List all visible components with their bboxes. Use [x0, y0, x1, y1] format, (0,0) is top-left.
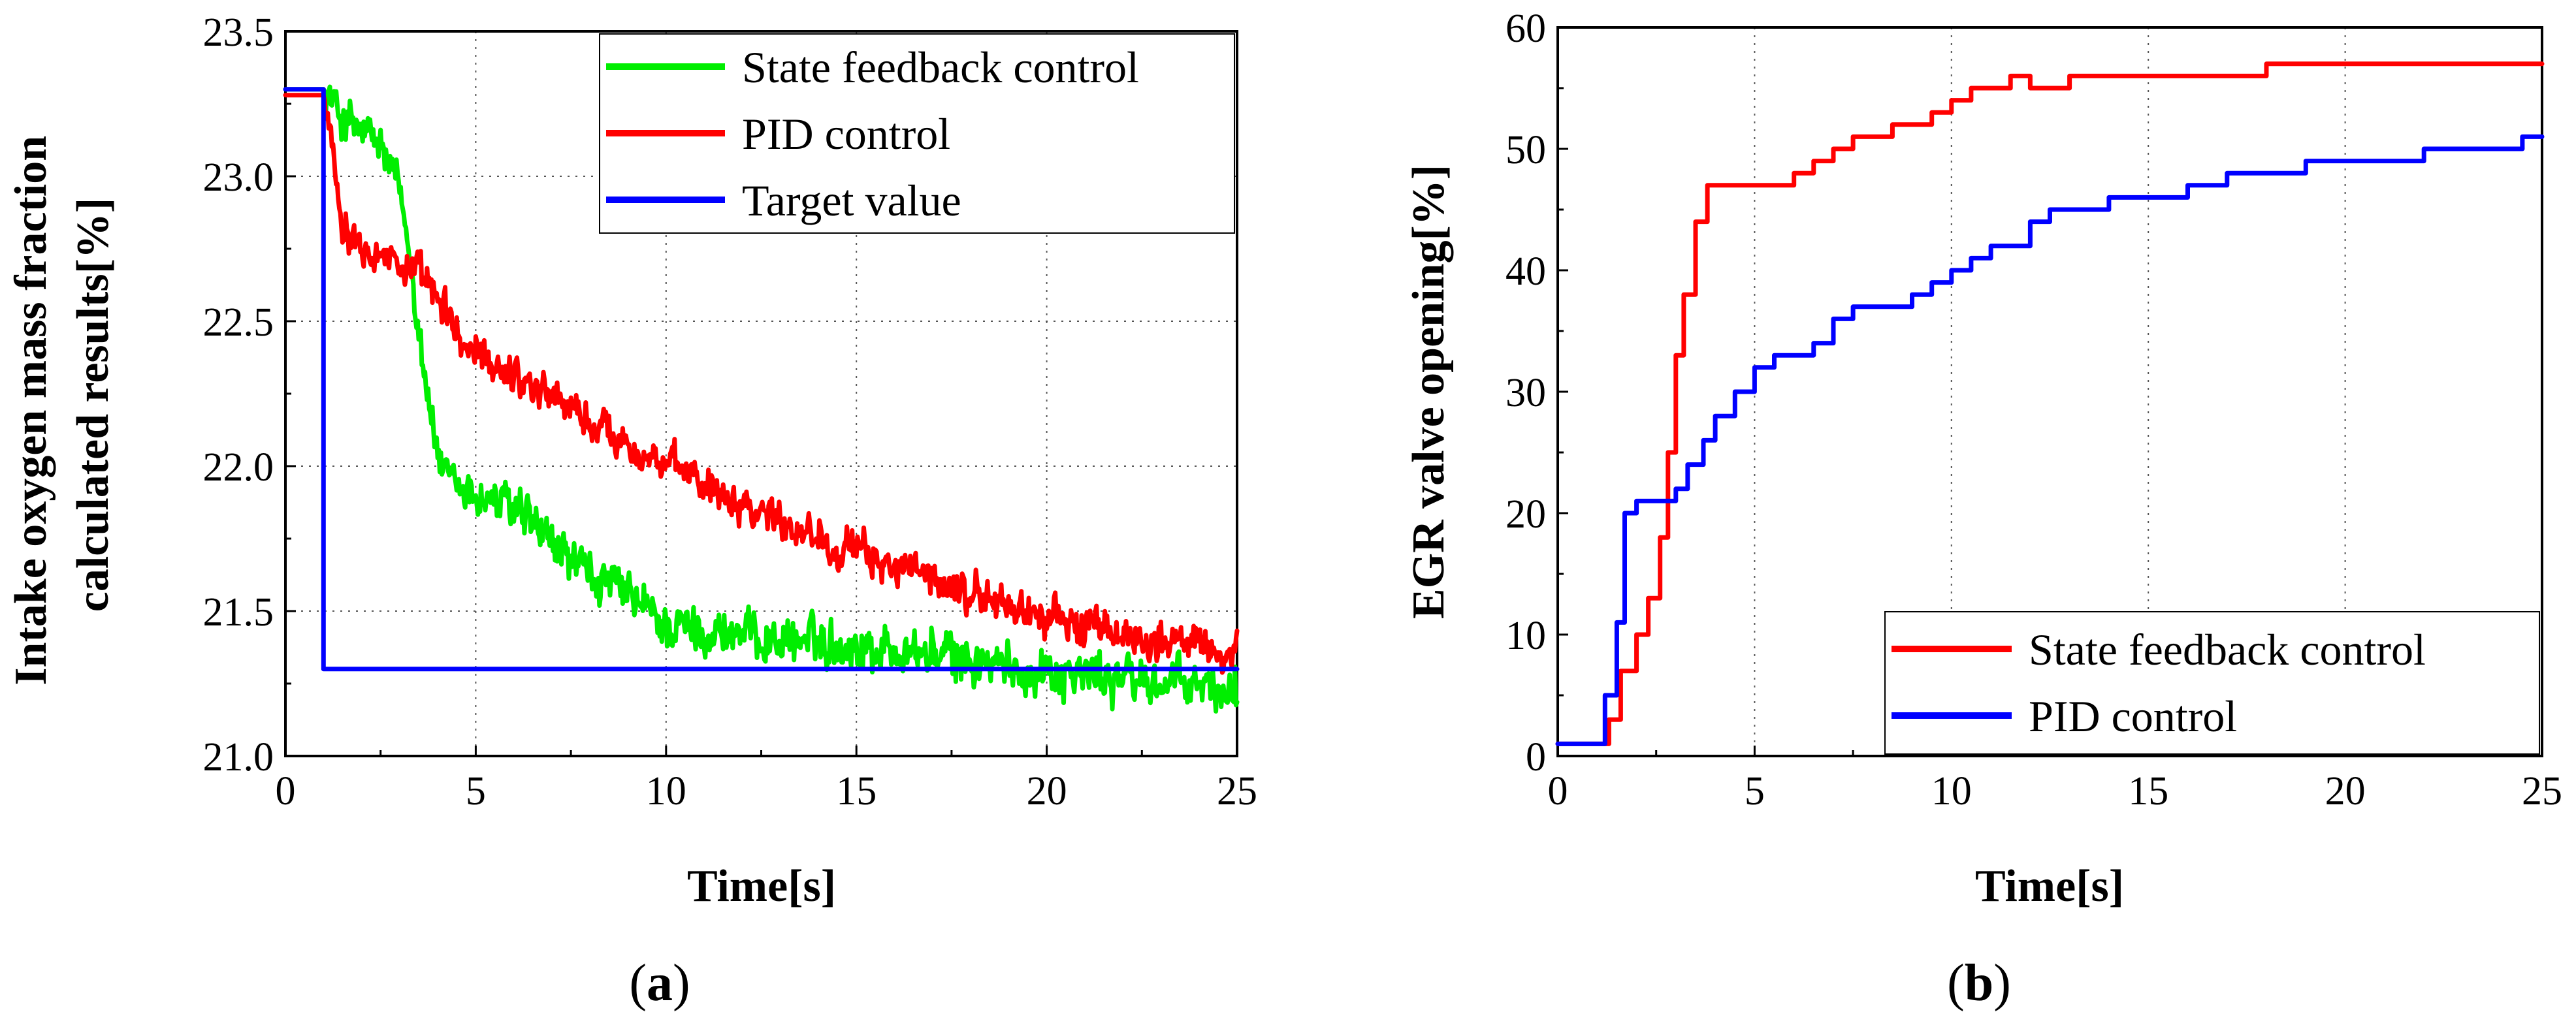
chart-panel-b: 0 5 10 15 20 25 0 10 20 30 40 50 60 State feedback c… — [1404, 7, 2562, 1012]
panel-label-a-letter: a — [647, 954, 673, 1012]
y-tick-label-b-3: 30 — [1505, 371, 1546, 415]
panel-label-b: (b) — [1947, 954, 2011, 1012]
y-tick-label-a-0: 21.0 — [203, 735, 274, 780]
legend-a-label-1: PID control — [742, 109, 950, 159]
legend-a-label-0: State feedback control — [742, 42, 1139, 92]
x-tick-label-a-1: 5 — [466, 769, 486, 813]
panel-label-a-open: ( — [629, 954, 647, 1012]
axis-ticks-b: 0 5 10 15 20 25 0 10 20 30 40 50 60 — [1505, 7, 2562, 813]
series-lines-b — [1555, 61, 2545, 746]
y-tick-label-a-4: 23.0 — [203, 155, 274, 200]
x-tick-label-a-2: 10 — [646, 769, 686, 813]
series-line-b-0 — [1555, 61, 2545, 746]
y-tick-label-a-5: 23.5 — [203, 10, 274, 55]
chart-panel-a: 0 5 10 15 20 25 21.0 21.5 22.0 22.5 23.0 23.5 State… — [6, 10, 1257, 1012]
y-axis-title-a-line-2: calculated results[%] — [68, 198, 118, 612]
y-tick-label-b-2: 20 — [1505, 492, 1546, 537]
legend-b-label-0: State feedback control — [2029, 625, 2426, 674]
y-axis-title-a: Intake oxygen mass fraction calculated r… — [6, 124, 118, 685]
y-tick-label-b-4: 40 — [1505, 249, 1546, 294]
x-tick-label-a-5: 25 — [1217, 769, 1257, 813]
panel-label-a: (a) — [629, 954, 690, 1012]
x-axis-title-a: Time[s] — [687, 861, 836, 911]
y-axis-title-b: EGR valve opening[%] — [1404, 165, 1454, 619]
x-tick-label-b-4: 20 — [2325, 769, 2366, 813]
legend-b: State feedback control PID control — [1884, 611, 2540, 755]
x-tick-label-b-1: 5 — [1745, 769, 1765, 813]
x-tick-label-b-0: 0 — [1548, 769, 1568, 813]
panel-label-b-open: ( — [1947, 954, 1965, 1012]
y-tick-label-b-0: 0 — [1526, 735, 1546, 780]
y-tick-label-b-1: 10 — [1505, 614, 1546, 658]
y-tick-label-b-5: 50 — [1505, 128, 1546, 172]
legend-b-frame — [1884, 611, 2540, 755]
panel-label-b-letter: b — [1965, 954, 1994, 1012]
x-tick-label-b-5: 25 — [2522, 769, 2562, 813]
series-line-a-1 — [283, 93, 1240, 675]
series-line-b-1 — [1555, 134, 2545, 746]
legend-b-label-1: PID control — [2029, 691, 2237, 741]
x-tick-label-a-0: 0 — [276, 769, 296, 813]
series-line-a-0 — [283, 84, 1240, 714]
series-line-a-2 — [283, 87, 1240, 672]
x-axis-title-b: Time[s] — [1975, 861, 2124, 911]
axis-ticks-a: 0 5 10 15 20 25 21.0 21.5 22.0 22.5 23.0 23.5 — [203, 10, 1258, 813]
panel-label-b-close: ) — [1993, 954, 2011, 1012]
x-tick-label-b-2: 10 — [1931, 769, 1972, 813]
y-tick-label-b-6: 60 — [1505, 7, 1546, 51]
x-tick-label-a-4: 20 — [1027, 769, 1067, 813]
y-tick-label-a-1: 21.5 — [203, 590, 274, 635]
y-tick-label-a-2: 22.0 — [203, 445, 274, 490]
legend-a-label-2: Target value — [742, 176, 961, 225]
x-tick-label-b-3: 15 — [2128, 769, 2168, 813]
y-axis-title-a-line-1: Intake oxygen mass fraction — [6, 136, 56, 686]
x-tick-label-a-3: 15 — [836, 769, 877, 813]
series-lines-a — [283, 84, 1240, 714]
panel-label-a-close: ) — [673, 954, 690, 1012]
y-tick-label-a-3: 22.5 — [203, 300, 274, 345]
legend-a: State feedback control PID control Targe… — [599, 33, 1235, 234]
